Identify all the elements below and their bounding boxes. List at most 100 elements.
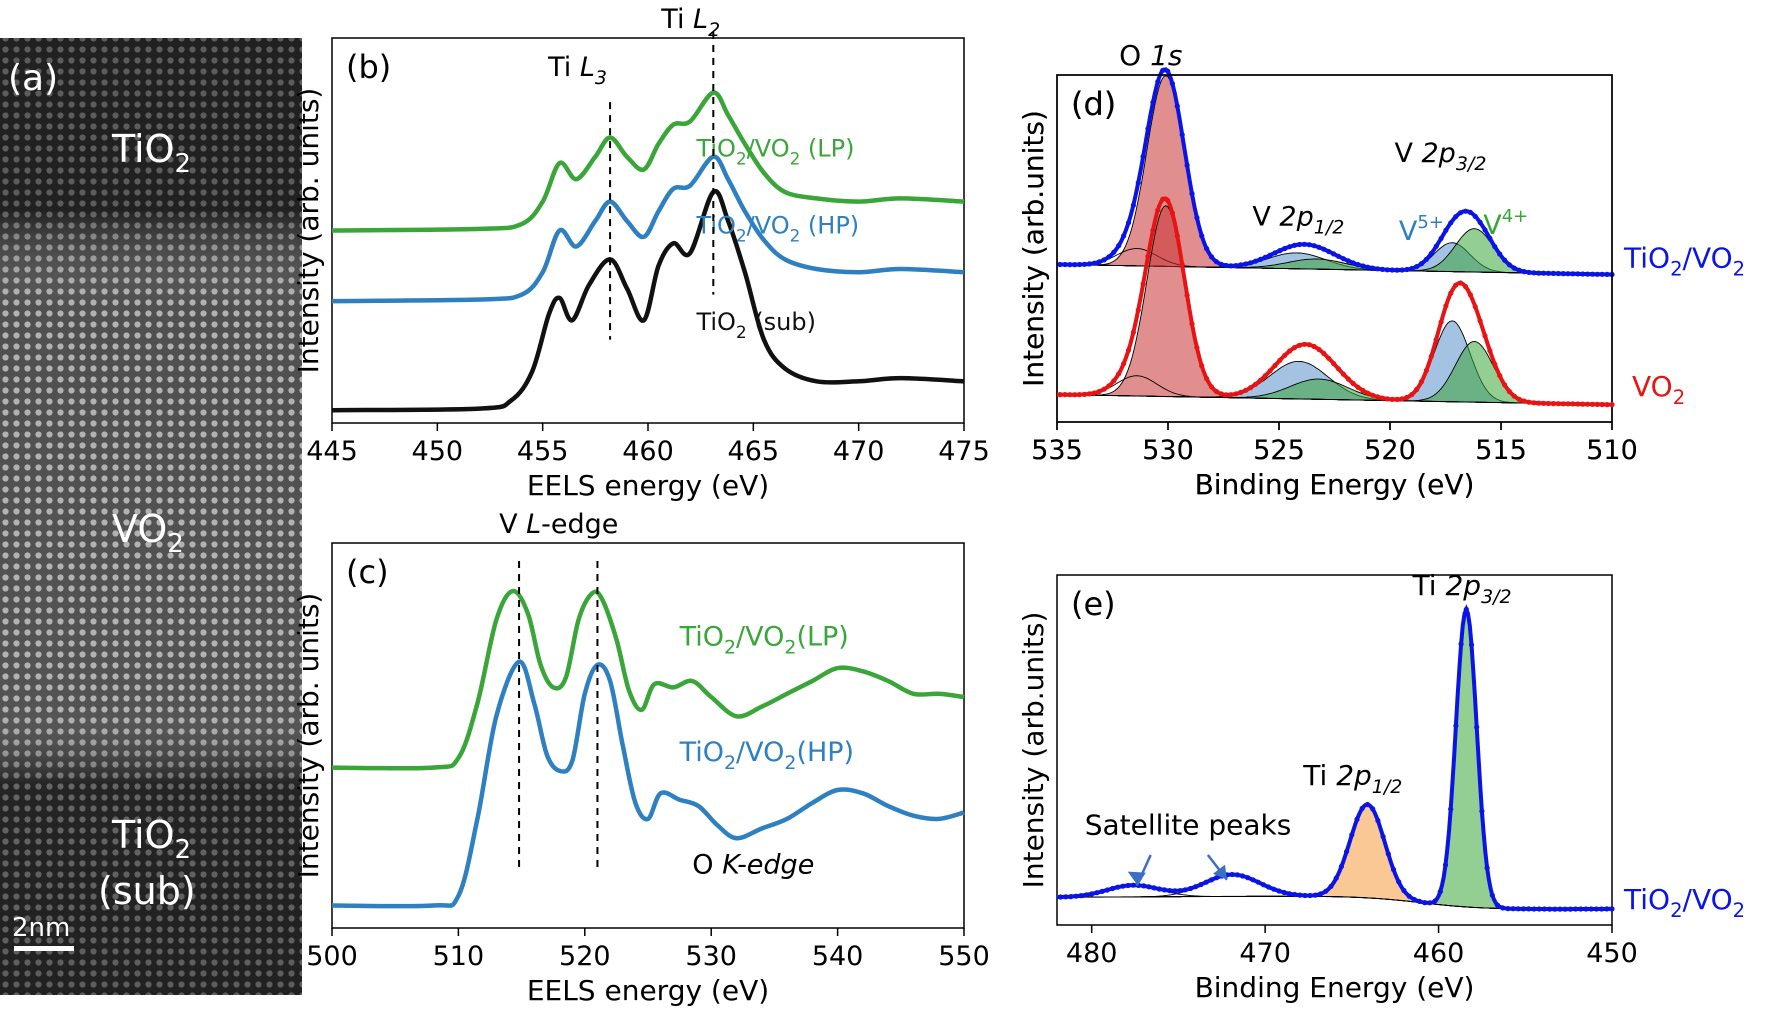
d-s0-point — [1428, 250, 1434, 257]
d-s0-point — [1326, 248, 1332, 255]
e-s0-point — [1364, 801, 1371, 808]
e-s0-point — [1286, 891, 1292, 897]
d-s0-point — [1506, 262, 1512, 268]
d-s1-point — [1502, 382, 1508, 388]
d-s1-point — [1252, 381, 1259, 387]
e-s0-point — [1541, 906, 1547, 912]
d-xtick-label-0: 535 — [1031, 435, 1083, 466]
e-legend-0: TiO2/VO2 — [1623, 883, 1745, 922]
d-annot-v2p32: V 2p3/2 — [1394, 138, 1486, 175]
e-s0-point — [1328, 883, 1334, 889]
d-s0-point — [1150, 99, 1156, 105]
e-s0-point — [1406, 893, 1412, 899]
d-s0-point — [1057, 261, 1063, 268]
d-s1-point — [1477, 318, 1483, 324]
b-xlabel: EELS energy (eV) — [527, 469, 769, 502]
d-s1-point — [1204, 376, 1210, 382]
e-s0-point — [1427, 900, 1433, 906]
b-annot-ti-l3: Ti L3 — [547, 52, 607, 89]
e-xtick-label-2: 460 — [1413, 938, 1465, 969]
d-s0-point — [1248, 260, 1254, 266]
e-s0-point — [1193, 884, 1199, 890]
e-s0-point — [1588, 906, 1594, 912]
d-s1-point — [1208, 384, 1215, 390]
b-annot-ti-l2-a: Ti — [660, 4, 693, 35]
e-s0-point — [1063, 894, 1069, 900]
e-annot-satellite: Satellite peaks — [1085, 809, 1292, 842]
d-s0-point — [1423, 256, 1429, 262]
d-s1-point — [1541, 400, 1547, 406]
e-s0-point — [1266, 884, 1272, 890]
e-s0-point — [1375, 818, 1381, 824]
d-s0-point — [1482, 227, 1488, 233]
e-s0-point — [1489, 892, 1495, 898]
d-s0-point — [1291, 242, 1298, 248]
d-s0-point — [1448, 220, 1454, 226]
d-s1-point — [1394, 396, 1400, 402]
c-ylabel: Intensity (arb. units) — [292, 593, 325, 879]
e-s0-point — [1515, 906, 1521, 912]
e-annot-ti2p32: Ti 2p3/2 — [1412, 569, 1512, 608]
d-s1-point — [1057, 392, 1063, 398]
e-annot-ti2p12-a: Ti — [1302, 759, 1336, 792]
d-annot-v2p12-c: 1/2 — [1314, 216, 1345, 238]
d-xtick-label-3: 520 — [1364, 435, 1416, 466]
d-s0-point — [1252, 258, 1259, 264]
d-s1-point — [1609, 402, 1615, 408]
region-top-label: TiO2 — [111, 127, 191, 179]
e-s0-point — [1505, 906, 1511, 912]
e-s0-point — [1333, 875, 1339, 881]
d-s1-point — [1370, 392, 1376, 398]
b-legend-1: TiO2/VO2 (HP) — [695, 212, 859, 246]
d-s0-point — [1306, 242, 1312, 248]
d-annot-v2p32-b: 2p — [1422, 138, 1456, 169]
d-s0-point — [1135, 180, 1141, 186]
d-ylabel: Intensity (arb.units) — [1017, 110, 1050, 387]
e-s0-point — [1250, 877, 1256, 883]
d-s1-point — [1409, 391, 1415, 398]
e-s0-point — [1422, 900, 1428, 906]
d-s0-point — [1243, 261, 1249, 267]
d-s1-point — [1238, 389, 1244, 395]
e-s0-point — [1344, 849, 1350, 855]
d-s0-point — [1555, 270, 1561, 277]
d-s0-point — [1384, 267, 1390, 273]
d-s1-point — [1350, 380, 1356, 386]
d-s1-point — [1497, 373, 1503, 379]
d-s0-point — [1477, 219, 1483, 225]
d-xtick-label-1: 530 — [1142, 435, 1194, 466]
d-s0-point — [1526, 269, 1532, 275]
e-s0-point — [1068, 894, 1074, 900]
e-s0-point — [1562, 906, 1568, 912]
e-s0-point — [1552, 906, 1558, 912]
e-s0-point — [1604, 906, 1610, 912]
d-xtick-label-5: 510 — [1586, 435, 1638, 466]
e-s0-point — [1567, 906, 1573, 912]
d-s1-point — [1467, 292, 1473, 298]
panel-a: (a) TiO2 VO2 TiO2 (sub) 2nm — [0, 38, 302, 995]
e-s0-point — [1307, 892, 1313, 899]
d-s1-point — [1580, 401, 1586, 407]
d-s1-point — [1594, 401, 1600, 407]
d-s1-point — [1125, 347, 1132, 353]
d-s0-point — [1189, 191, 1195, 197]
d-s1-point — [1384, 396, 1390, 402]
e-xtick-label-1: 470 — [1239, 938, 1291, 969]
c-annot-v-ledge-b: L — [526, 509, 541, 540]
e-s0-point — [1458, 641, 1464, 647]
d-s1-point — [1453, 282, 1459, 288]
d-s1-point — [1199, 363, 1205, 369]
e-s0-point — [1078, 893, 1084, 899]
e-s0-point — [1234, 872, 1240, 878]
e-s0-point — [1297, 892, 1303, 898]
b-annot-ti-l3-a: Ti — [547, 52, 580, 83]
b-xtick-label-6: 475 — [938, 436, 990, 467]
c-xtick-label-1: 510 — [433, 941, 485, 972]
e-arrow-1-head — [1127, 871, 1146, 886]
d-s0-point — [1218, 261, 1224, 267]
e-s0-point — [1484, 865, 1490, 871]
d-s1-point — [1492, 361, 1498, 367]
d-s0-point — [1433, 243, 1439, 249]
d-s1-point — [1589, 401, 1596, 407]
d-s0-point — [1414, 264, 1420, 270]
